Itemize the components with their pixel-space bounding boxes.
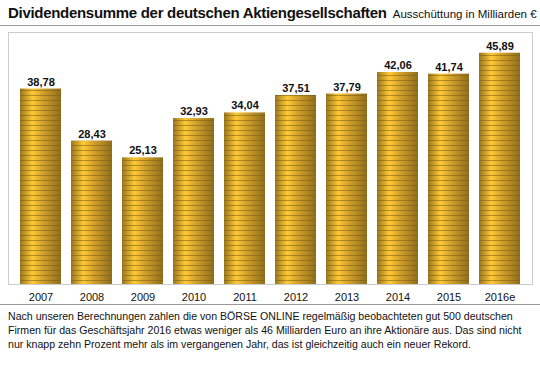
svg-text:34,04: 34,04 — [231, 99, 259, 111]
svg-text:45,89: 45,89 — [486, 40, 514, 52]
svg-text:2007: 2007 — [29, 291, 53, 303]
svg-text:2015: 2015 — [437, 291, 461, 303]
svg-text:2016e: 2016e — [485, 291, 516, 303]
svg-text:2013: 2013 — [335, 291, 359, 303]
svg-text:38,78: 38,78 — [27, 76, 55, 88]
html-text:Dividendensumme der deutschen: Dividendensumme der deutschen Aktiengese… — [8, 4, 537, 21]
svg-text:28,43: 28,43 — [78, 128, 106, 140]
svg-text:37,51: 37,51 — [282, 82, 310, 94]
svg-text:2014: 2014 — [386, 291, 410, 303]
svg-text:2009: 2009 — [131, 291, 155, 303]
svg-text:41,74: 41,74 — [435, 61, 463, 73]
svg-text:42,06: 42,06 — [384, 59, 412, 71]
svg-text:2012: 2012 — [284, 291, 308, 303]
svg-text:2010: 2010 — [182, 291, 206, 303]
svg-text:2008: 2008 — [80, 291, 104, 303]
svg-text:32,93: 32,93 — [180, 105, 208, 117]
html-text:Nach unseren Berechnungen zahl: Nach unseren Berechnungen zahlen die von… — [8, 310, 522, 350]
svg-text:25,13: 25,13 — [129, 144, 157, 156]
svg-text:37,79: 37,79 — [333, 81, 361, 93]
svg-text:2011: 2011 — [233, 291, 257, 303]
